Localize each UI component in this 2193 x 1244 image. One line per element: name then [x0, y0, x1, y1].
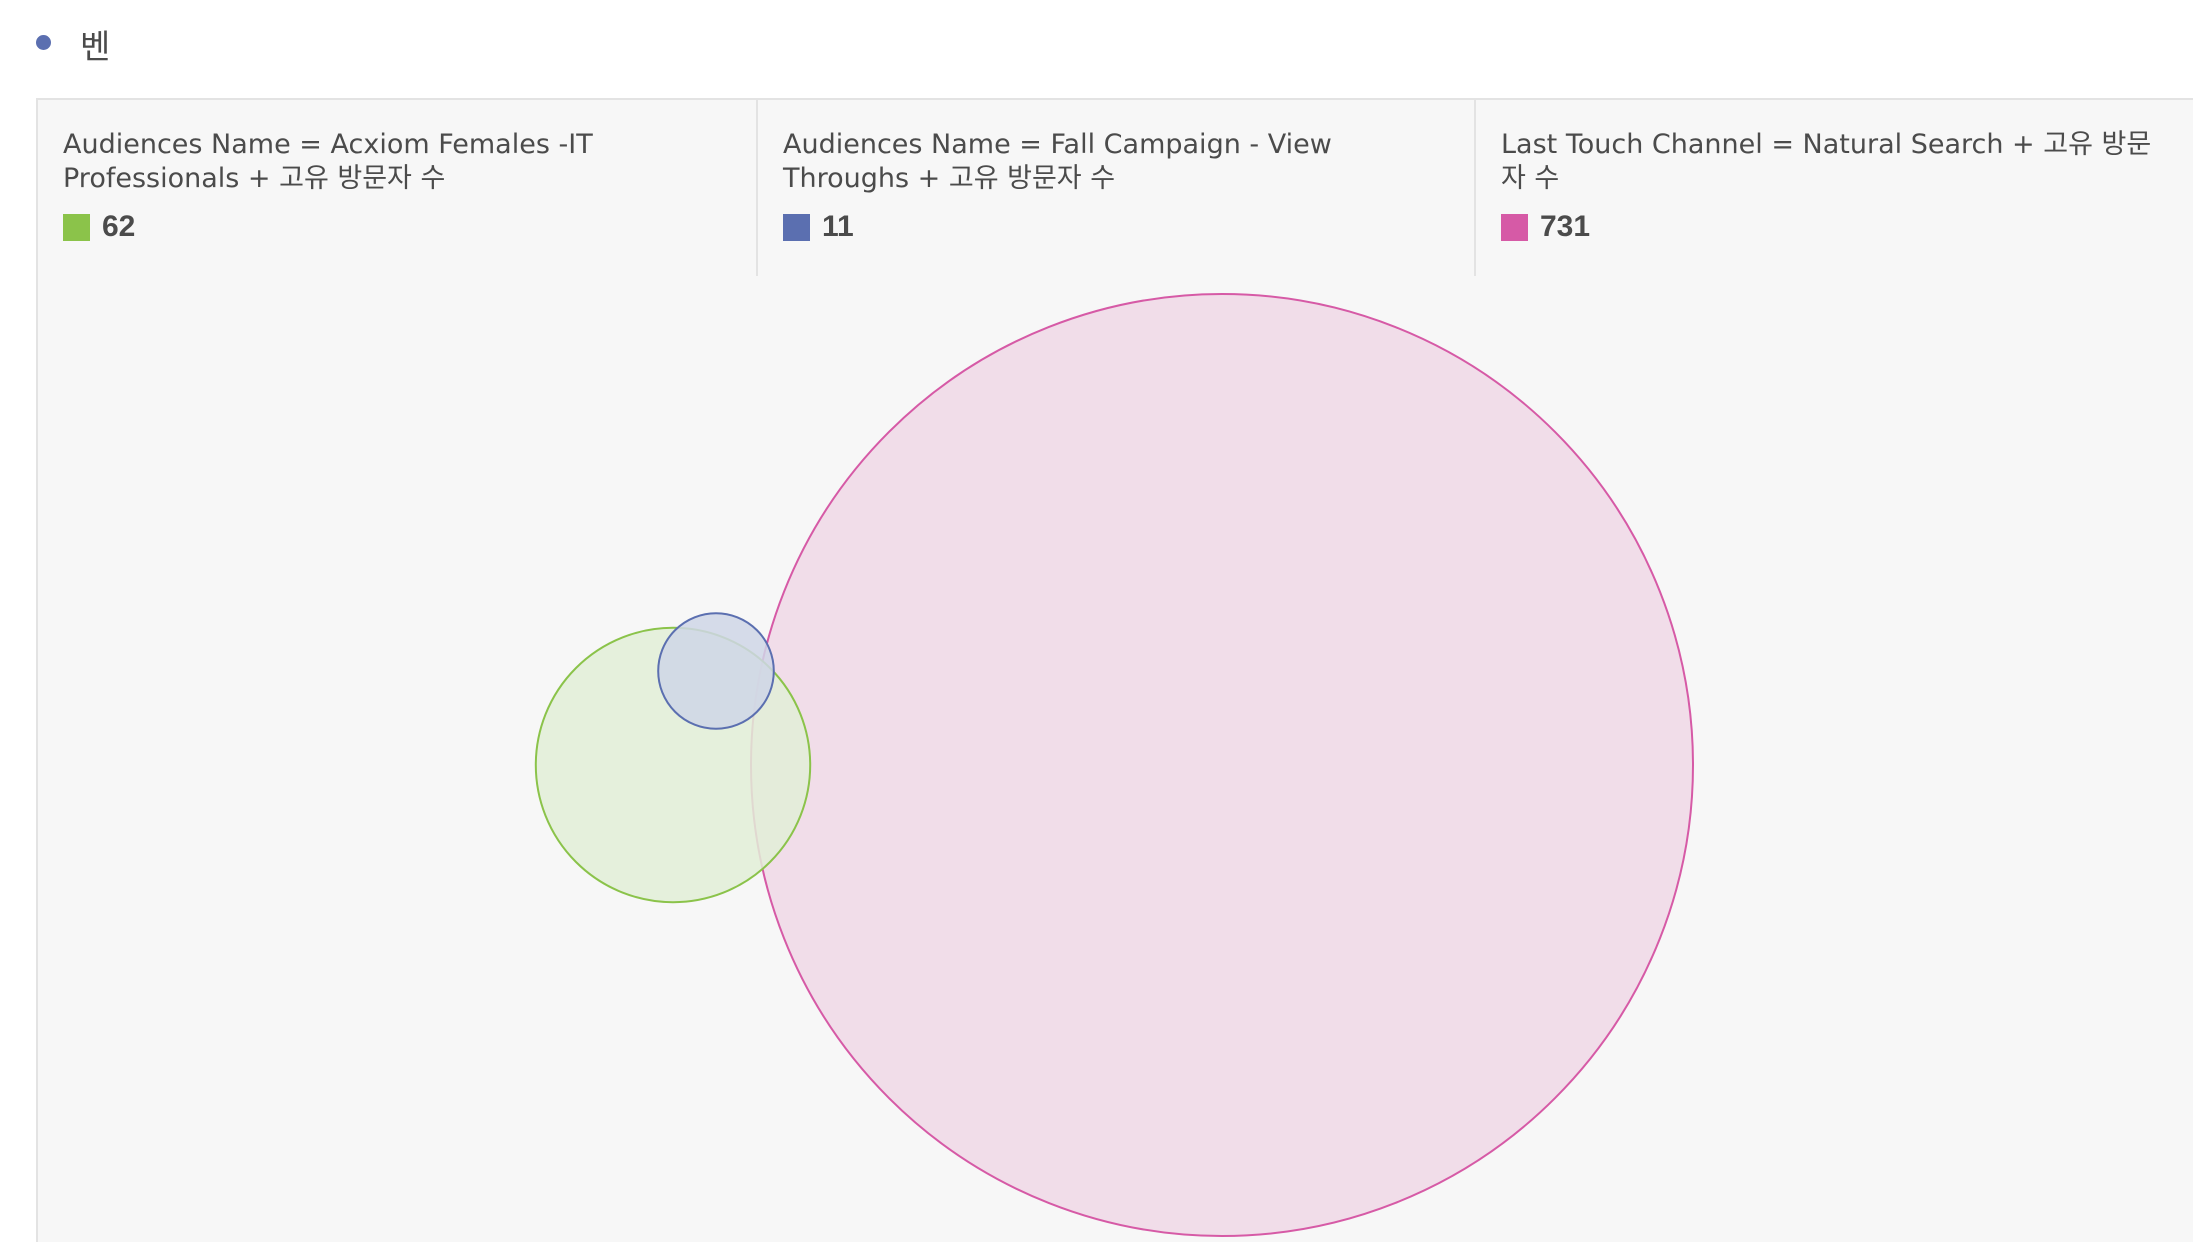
legend-swatch-pink: [1501, 213, 1528, 241]
venn-diagram: [534, 293, 1694, 1237]
venn-legend: Audiences Name = Acxiom Females -IT Prof…: [38, 100, 2193, 276]
legend-label: Audiences Name = Acxiom Females -IT Prof…: [63, 129, 593, 194]
legend-swatch-green: [63, 213, 90, 241]
legend-swatch-blue: [783, 213, 810, 241]
legend-value: 11: [822, 210, 854, 243]
legend-value: 731: [1540, 210, 1591, 243]
legend-item-acxiom[interactable]: Audiences Name = Acxiom Females -IT Prof…: [38, 100, 756, 276]
venn-circle-fall-campaign[interactable]: [657, 612, 775, 730]
legend-value: 62: [102, 210, 136, 243]
venn-circle-natural-search[interactable]: [750, 293, 1694, 1237]
panel-title[interactable]: 벤: [80, 27, 111, 66]
legend-label: Audiences Name = Fall Campaign - View Th…: [783, 129, 1332, 194]
venn-visualization: Audiences Name = Acxiom Females -IT Prof…: [36, 98, 2193, 1242]
legend-item-fall-campaign[interactable]: Audiences Name = Fall Campaign - View Th…: [756, 100, 1474, 276]
legend-item-natural-search[interactable]: Last Touch Channel = Natural Search + 고유…: [1474, 100, 2193, 276]
panel-header: 벤: [0, 0, 2193, 98]
legend-label: Last Touch Channel = Natural Search + 고유…: [1501, 129, 2152, 194]
panel-status-dot: [36, 35, 51, 50]
